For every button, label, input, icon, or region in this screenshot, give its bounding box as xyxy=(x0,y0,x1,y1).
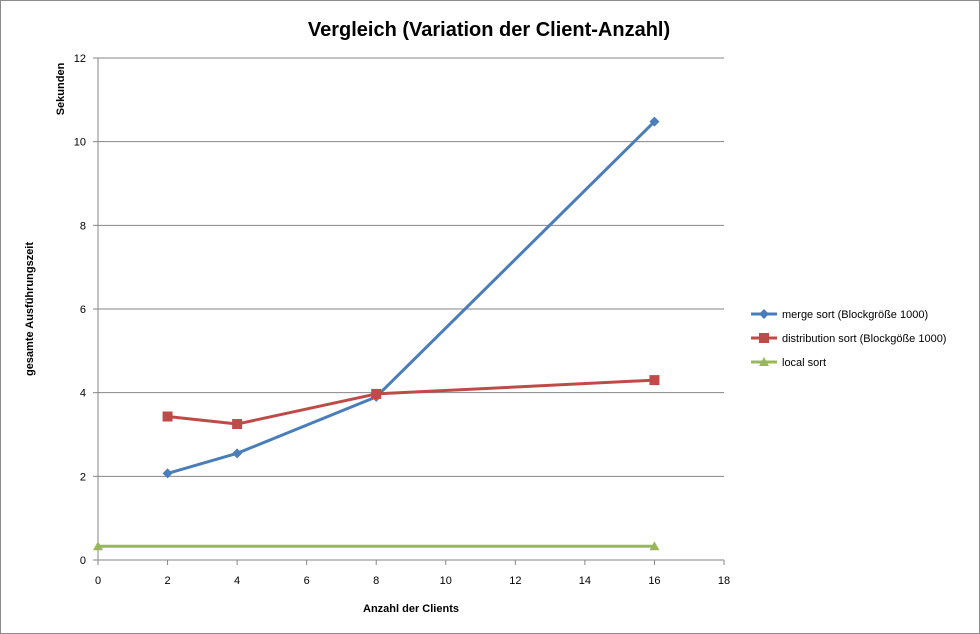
x-tick-label: 18 xyxy=(718,575,730,587)
axes xyxy=(93,57,725,565)
y-axis-label: gesamte Ausführungszeit xyxy=(24,242,36,376)
legend-label-3: local sort xyxy=(782,357,826,369)
x-tick-label: 10 xyxy=(440,575,452,587)
x-tick-label: 2 xyxy=(164,575,170,587)
y-tick-label: 12 xyxy=(74,53,86,65)
series-line-1 xyxy=(167,120,656,475)
x-tick-label: 8 xyxy=(373,575,379,587)
y-tick-label: 2 xyxy=(80,471,86,483)
data-point-2 xyxy=(162,411,173,422)
tick-labels: 0 2 4 6 8 10 12 0 2 4 6 8 10 12 14 16 18 xyxy=(74,53,730,587)
series-line-2 xyxy=(167,378,655,426)
plot-area xyxy=(93,116,660,551)
chart-title: Vergleich (Variation der Client-Anzahl) xyxy=(308,19,670,41)
x-tick-label: 4 xyxy=(234,575,240,587)
y-tick-label: 6 xyxy=(80,304,86,316)
data-point-2 xyxy=(371,388,382,399)
x-tick-label: 6 xyxy=(304,575,310,587)
y-tick-label: 0 xyxy=(80,555,86,567)
y-tick-label: 10 xyxy=(74,137,86,149)
y-tick-label: 8 xyxy=(80,220,86,232)
data-point-1 xyxy=(232,448,243,459)
x-tick-label: 16 xyxy=(648,575,660,587)
data-point-1 xyxy=(162,468,173,479)
x-axis-label: Anzahl der Clients xyxy=(363,603,459,615)
legend-marker-1 xyxy=(759,309,769,319)
legend-marker-3 xyxy=(759,357,769,366)
data-point-2 xyxy=(232,419,243,430)
gridlines xyxy=(98,57,724,477)
data-point-2 xyxy=(649,375,660,386)
x-tick-label: 0 xyxy=(95,575,101,587)
y-tick-label: 4 xyxy=(80,388,86,400)
data-point-1 xyxy=(649,116,660,127)
legend-marker-2 xyxy=(759,333,769,343)
data-point-3 xyxy=(649,541,660,551)
legend-label-2: distribution sort (Blockgöße 1000) xyxy=(782,333,946,345)
x-tick-label: 14 xyxy=(579,575,591,587)
x-tick-label: 12 xyxy=(509,575,521,587)
legend: merge sort (Blockgröße 1000) distribution… xyxy=(751,309,946,369)
y-axis-unit-label: Sekunden xyxy=(55,62,67,115)
data-point-3 xyxy=(93,541,103,551)
legend-label-1: merge sort (Blockgröße 1000) xyxy=(782,309,928,321)
